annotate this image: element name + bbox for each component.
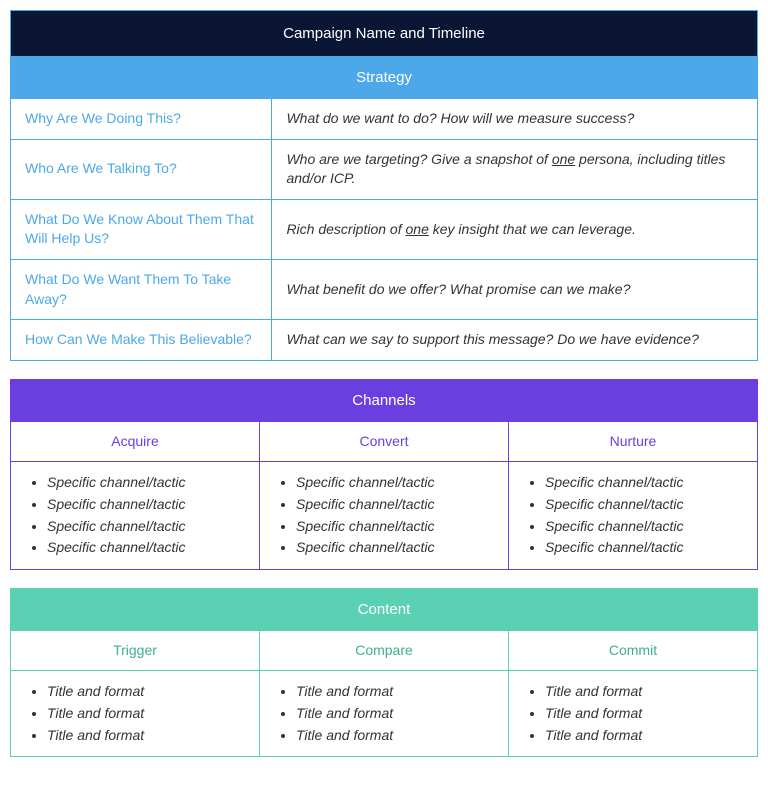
channels-list: Specific channel/tactic Specific channel… — [523, 472, 743, 558]
strategy-answer-underline: one — [552, 151, 575, 167]
channels-section-header: Channels — [11, 379, 758, 421]
strategy-answer-underline: one — [406, 221, 429, 237]
content-item: Title and format — [545, 681, 743, 703]
strategy-answer-post: key insight that we can leverage. — [429, 221, 636, 237]
content-list: Title and format Title and format Title … — [25, 681, 245, 746]
channels-col-acquire: Acquire — [11, 421, 260, 462]
content-item: Title and format — [47, 703, 245, 725]
content-list: Title and format Title and format Title … — [274, 681, 494, 746]
content-col-compare: Compare — [260, 630, 509, 671]
strategy-row: Who Are We Talking To? Who are we target… — [11, 139, 758, 199]
strategy-question: How Can We Make This Believable? — [11, 320, 272, 361]
strategy-answer-pre: Who are we targeting? Give a snapshot of — [286, 151, 551, 167]
channel-item: Specific channel/tactic — [545, 472, 743, 494]
strategy-answer: What benefit do we offer? What promise c… — [272, 259, 758, 319]
channel-item: Specific channel/tactic — [47, 472, 245, 494]
channels-col-nurture: Nurture — [509, 421, 758, 462]
content-body-row: Title and format Title and format Title … — [11, 671, 758, 757]
channels-cell-acquire: Specific channel/tactic Specific channel… — [11, 462, 260, 569]
content-col-trigger: Trigger — [11, 630, 260, 671]
channel-item: Specific channel/tactic — [47, 494, 245, 516]
channel-item: Specific channel/tactic — [296, 494, 494, 516]
strategy-section-header: Strategy — [11, 57, 758, 99]
content-section-header: Content — [11, 588, 758, 630]
channels-table: Channels Acquire Convert Nurture Specifi… — [10, 379, 758, 570]
content-item: Title and format — [545, 725, 743, 747]
channels-cell-convert: Specific channel/tactic Specific channel… — [260, 462, 509, 569]
content-item: Title and format — [47, 725, 245, 747]
channel-item: Specific channel/tactic — [296, 516, 494, 538]
content-cell-compare: Title and format Title and format Title … — [260, 671, 509, 757]
channels-body-row: Specific channel/tactic Specific channel… — [11, 462, 758, 569]
strategy-question: What Do We Want Them To Take Away? — [11, 259, 272, 319]
strategy-answer: What do we want to do? How will we measu… — [272, 99, 758, 140]
channel-item: Specific channel/tactic — [296, 472, 494, 494]
channel-item: Specific channel/tactic — [47, 537, 245, 559]
content-cell-trigger: Title and format Title and format Title … — [11, 671, 260, 757]
strategy-answer: Rich description of one key insight that… — [272, 199, 758, 259]
strategy-row: How Can We Make This Believable? What ca… — [11, 320, 758, 361]
content-item: Title and format — [47, 681, 245, 703]
strategy-title: Strategy — [11, 57, 758, 99]
strategy-answer: Who are we targeting? Give a snapshot of… — [272, 139, 758, 199]
content-col-commit: Commit — [509, 630, 758, 671]
campaign-header-row: Campaign Name and Timeline — [11, 11, 758, 57]
channel-item: Specific channel/tactic — [545, 516, 743, 538]
strategy-question: Who Are We Talking To? — [11, 139, 272, 199]
content-title: Content — [11, 588, 758, 630]
content-list: Title and format Title and format Title … — [523, 681, 743, 746]
channels-cell-nurture: Specific channel/tactic Specific channel… — [509, 462, 758, 569]
content-item: Title and format — [296, 681, 494, 703]
channel-item: Specific channel/tactic — [545, 494, 743, 516]
strategy-question: What Do We Know About Them That Will Hel… — [11, 199, 272, 259]
strategy-table: Campaign Name and Timeline Strategy Why … — [10, 10, 758, 361]
channels-list: Specific channel/tactic Specific channel… — [274, 472, 494, 558]
channel-item: Specific channel/tactic — [545, 537, 743, 559]
campaign-title: Campaign Name and Timeline — [11, 11, 758, 57]
channels-column-headers: Acquire Convert Nurture — [11, 421, 758, 462]
strategy-row: What Do We Know About Them That Will Hel… — [11, 199, 758, 259]
content-table: Content Trigger Compare Commit Title and… — [10, 588, 758, 757]
content-item: Title and format — [545, 703, 743, 725]
strategy-answer-pre: Rich description of — [286, 221, 405, 237]
content-item: Title and format — [296, 725, 494, 747]
strategy-row: What Do We Want Them To Take Away? What … — [11, 259, 758, 319]
channel-item: Specific channel/tactic — [47, 516, 245, 538]
channels-list: Specific channel/tactic Specific channel… — [25, 472, 245, 558]
content-cell-commit: Title and format Title and format Title … — [509, 671, 758, 757]
strategy-question: Why Are We Doing This? — [11, 99, 272, 140]
strategy-answer: What can we say to support this message?… — [272, 320, 758, 361]
content-column-headers: Trigger Compare Commit — [11, 630, 758, 671]
channel-item: Specific channel/tactic — [296, 537, 494, 559]
strategy-row: Why Are We Doing This? What do we want t… — [11, 99, 758, 140]
content-item: Title and format — [296, 703, 494, 725]
channels-col-convert: Convert — [260, 421, 509, 462]
channels-title: Channels — [11, 379, 758, 421]
